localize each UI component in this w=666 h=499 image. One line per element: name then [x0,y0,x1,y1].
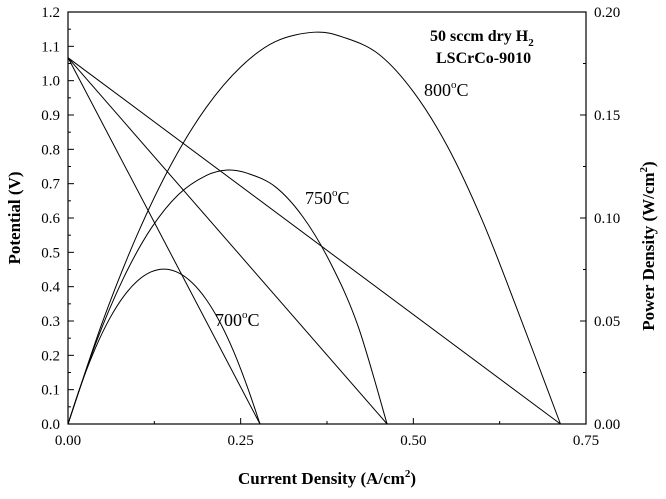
y-tick-label: 0.0 [41,417,60,433]
annotation-800C-sup: o [451,79,457,91]
y2-tick-label: 0.00 [594,417,620,433]
y2-axis-title-tail: ) [639,161,658,167]
x-tick-label: 0.75 [573,433,599,449]
y2-tick-label: 0.10 [594,211,620,227]
x-tick-label: 0.25 [228,433,254,449]
annotation-700C-tail: C [248,310,260,330]
annotation-700C: 700oC [215,309,260,330]
y-tick-label: 0.6 [41,211,60,227]
y2-tick-label: 0.20 [594,5,620,21]
y-tick-label: 0.4 [41,280,60,296]
annotation-800C-tail: C [457,80,469,100]
y-tick-label: 0.9 [41,108,60,124]
annotation-700C-sup: o [242,309,248,321]
ticks-group: 0.0 0.1 0.2 0.3 0.4 0.5 0.6 0.7 0.8 0.9 1.0 1.1 1.2 0… [41,5,620,449]
power-curve-750C [67,169,388,425]
legend-line1: 50 sccm dry H2 [430,28,534,49]
y-tick-label: 1.0 [41,74,60,90]
y-axis-title: Potential (V) [5,171,24,264]
annotation-750C: 750oC [305,187,350,208]
annotation-750C-sup: o [332,187,338,199]
y2-axis-title: Power Density (W/cm2) [638,161,658,330]
x-axis-title-tail: ) [410,469,416,488]
y2-tick-label: 0.15 [594,108,620,124]
y-tick-label: 0.3 [41,314,60,330]
x-axis-title: Current Density (A/cm2) [238,468,416,488]
y2-tick-label: 0.05 [594,314,620,330]
y2-axis-title-sup: 2 [638,166,650,172]
annotation-800C: 800oC [424,79,469,100]
voltage-curve-800C [67,57,561,425]
y-tick-label: 0.1 [41,383,60,399]
y-tick-label: 0.7 [41,177,60,193]
x-tick-label: 0.00 [55,433,81,449]
plot-frame [67,11,587,425]
y-tick-label: 0.8 [41,142,60,158]
x-axis-title-sup: 2 [405,468,411,480]
y-tick-label: 1.2 [41,5,60,21]
legend-line2: LSCrCo-9010 [436,50,531,67]
power-curve-800C [67,31,561,425]
power-curve-700C [67,268,261,425]
y-tick-label: 0.5 [41,245,60,261]
x-tick-label: 0.50 [400,433,426,449]
y-tick-label: 0.2 [41,348,60,364]
y-tick-label: 1.1 [41,39,60,55]
curves-group [67,31,561,425]
voltage-curve-750C [67,57,388,425]
annotation-750C-tail: C [338,188,350,208]
voltage-curve-700C [67,57,261,425]
legend-line1-sub: 2 [528,37,534,49]
